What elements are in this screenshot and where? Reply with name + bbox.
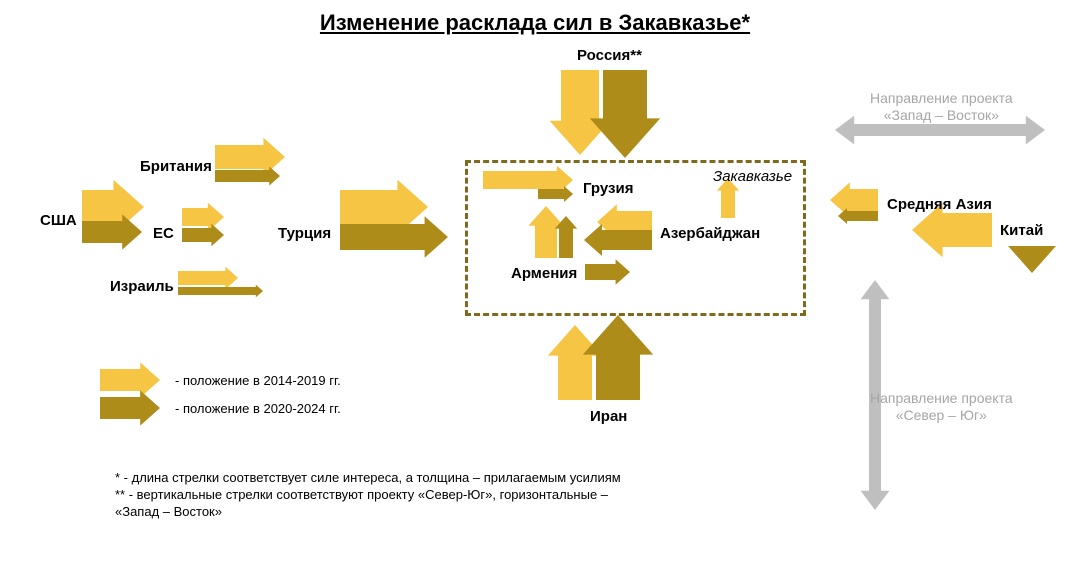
label-iran: Иран	[590, 408, 627, 425]
legend-arrow-dark	[100, 390, 160, 425]
arrow-eu-d	[182, 224, 224, 246]
label-russia: Россия**	[577, 47, 642, 64]
label-eu: ЕС	[153, 225, 174, 242]
label-turkey: Турция	[278, 225, 331, 242]
arrow-arm-r-d	[585, 259, 630, 285]
arrow-isr-d	[178, 285, 263, 298]
label-georgia: Грузия	[583, 180, 633, 197]
diagram-stage: Изменение расклада сил в Закавказье* Рос…	[0, 0, 1070, 565]
project-north-south: Направление проекта «Север – Юг»	[870, 390, 1013, 424]
footnote-line2: ** - вертикальные стрелки соответствуют …	[115, 487, 608, 502]
arrow-rus-d	[590, 70, 660, 158]
label-azerbaijan: Азербайджан	[660, 225, 760, 242]
project-west-east: Направление проекта «Запад – Восток»	[870, 90, 1013, 124]
arrow-isr-l	[178, 267, 238, 289]
label-armenia: Армения	[511, 265, 577, 282]
arrow-cn-d	[1008, 246, 1056, 273]
footnote-line3: «Запад – Восток»	[115, 504, 222, 519]
arrow-brit-d	[215, 166, 280, 185]
footnotes: * - длина стрелки соответствует силе инт…	[115, 470, 621, 521]
arrow-iran-l	[548, 325, 602, 400]
project-ns-line1: Направление проекта	[870, 390, 1013, 406]
footnote-line1: * - длина стрелки соответствует силе инт…	[115, 470, 621, 485]
label-usa: США	[40, 212, 77, 229]
label-zakavkazie: Закавказье	[713, 168, 792, 185]
label-britain: Британия	[140, 158, 212, 175]
label-central-asia: Средняя Азия	[887, 196, 992, 213]
label-china: Китай	[1000, 222, 1043, 239]
arrow-arm-up-l	[528, 206, 563, 258]
project-we-line1: Направление проекта	[870, 90, 1013, 106]
legend-2014-2019: - положение в 2014-2019 гг.	[175, 373, 341, 388]
project-ns-line2: «Север – Юг»	[896, 407, 987, 423]
project-we-line2: «Запад – Восток»	[884, 107, 999, 123]
label-israel: Израиль	[110, 278, 174, 295]
arrow-rus-l	[550, 70, 611, 155]
legend-2020-2024: - положение в 2020-2024 гг.	[175, 401, 341, 416]
legend-arrow-light	[100, 362, 160, 397]
arrow-iran-d	[583, 315, 653, 400]
arrow-eu-l	[182, 203, 224, 232]
